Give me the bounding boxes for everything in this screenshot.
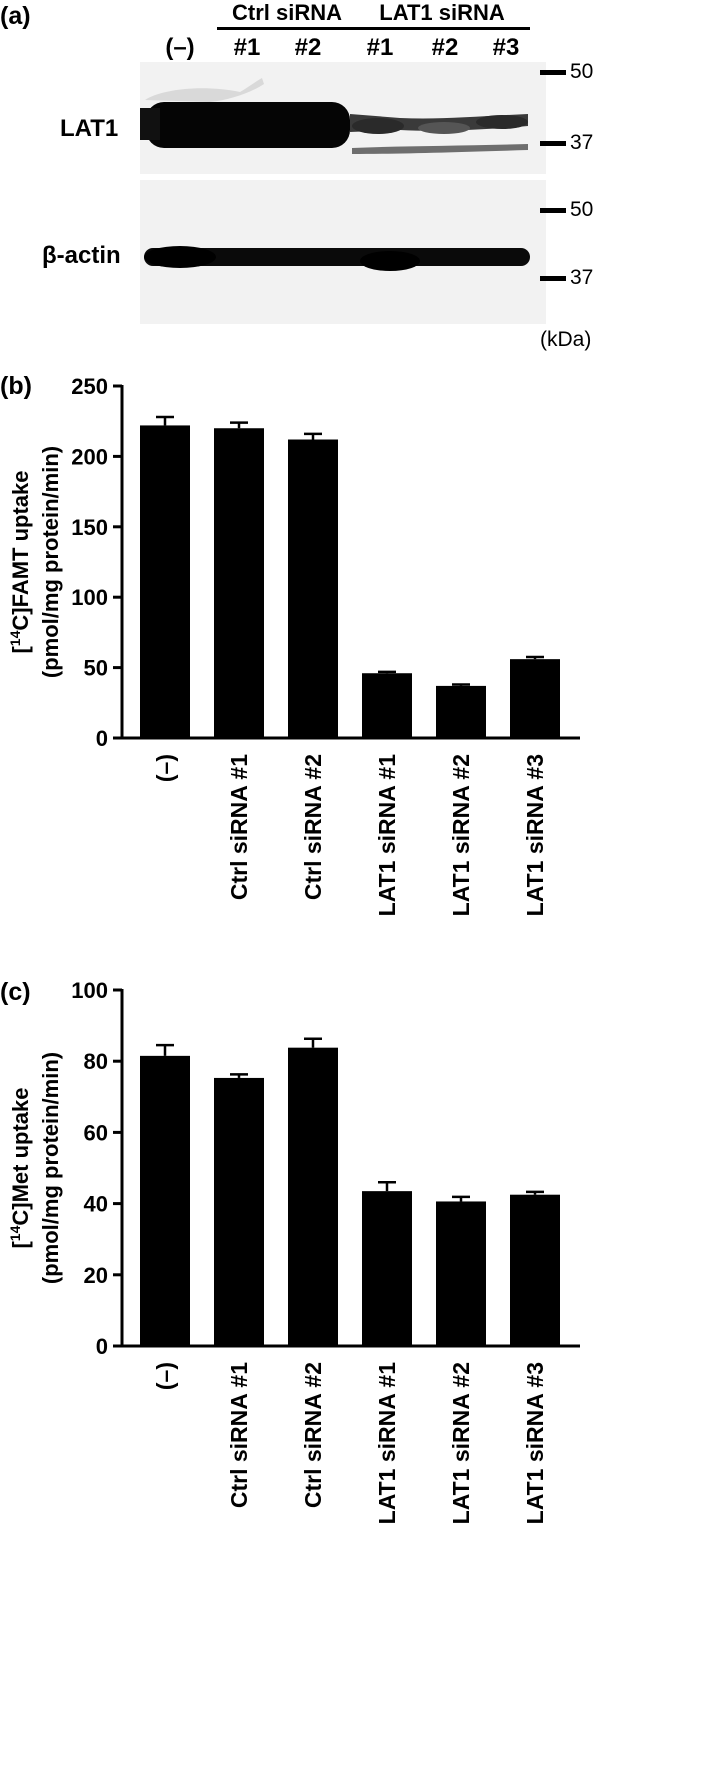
group-underline-ctrl [217, 27, 359, 30]
y-tick-label: 60 [84, 1120, 108, 1145]
category-label: Ctrl siRNA #1 [226, 754, 252, 900]
category-label: Ctrl siRNA #2 [300, 1362, 326, 1508]
blot-label-beta-actin: β-actin [42, 242, 121, 269]
category-label: LAT1 siRNA #3 [522, 754, 548, 916]
category-label: LAT1 siRNA #1 [374, 1362, 400, 1525]
famt-uptake-bar-chart: 0 50 100 150 200 250 [14C]FAMT uptake (pmol/mg … [7, 374, 580, 917]
marker-label-50-top: 50 [570, 60, 594, 83]
y-tick-label: 40 [84, 1192, 108, 1217]
y-tick-label: 100 [71, 585, 108, 610]
category-label: LAT1 siRNA #1 [374, 754, 400, 917]
bar [140, 425, 190, 738]
panel-b-label: (b) [0, 372, 32, 400]
marker-label-50-bottom: 50 [570, 198, 594, 221]
category-label: LAT1 siRNA #2 [448, 1362, 474, 1524]
marker-tick-37-bottom [540, 276, 566, 281]
lane-label-lat1-3: #3 [492, 34, 520, 61]
lane-label-lat1-2: #2 [431, 34, 459, 61]
y-tick-label: 80 [84, 1049, 108, 1074]
y-tick-label: 150 [71, 515, 108, 540]
lane-label-lat1-1: #1 [366, 34, 394, 61]
category-label: Ctrl siRNA #1 [226, 1362, 252, 1508]
lane-label-control: (–) [165, 34, 195, 61]
marker-tick-50-bottom [540, 208, 566, 213]
marker-tick-50-top [540, 70, 566, 75]
y-tick-label: 20 [84, 1263, 108, 1288]
y-axis-title-line2: (pmol/mg protein/min) [38, 446, 63, 678]
group-label-ctrl-sirna: Ctrl siRNA [231, 0, 342, 25]
bar [362, 1191, 412, 1346]
group-underline-lat1 [354, 27, 530, 30]
category-label: (–) [152, 1362, 178, 1390]
western-blot-image [140, 62, 546, 324]
bar [362, 673, 412, 738]
bar [140, 1055, 190, 1346]
marker-label-37-top: 37 [570, 131, 594, 154]
lane-label-ctrl-1: #1 [233, 34, 261, 61]
category-label: Ctrl siRNA #2 [300, 754, 326, 900]
panel-a-label: (a) [0, 2, 31, 30]
y-axis-title-line2: (pmol/mg protein/min) [38, 1052, 63, 1284]
marker-tick-37-top [540, 141, 566, 146]
marker-unit-kda: (kDa) [540, 328, 592, 351]
bar [510, 659, 560, 738]
y-tick-label: 50 [84, 656, 108, 681]
y-tick-label: 200 [71, 444, 108, 469]
bar [288, 1047, 338, 1346]
y-tick-label: 250 [71, 374, 108, 399]
category-label: LAT1 siRNA #2 [448, 754, 474, 916]
met-uptake-bar-chart: 0 20 40 60 80 100 [14C]Met uptake (pmol/mg prot… [7, 978, 580, 1525]
lane-label-ctrl-2: #2 [294, 34, 322, 61]
bar [288, 439, 338, 738]
group-label-lat1-sirna: LAT1 siRNA [379, 0, 505, 25]
y-axis-title-line1: [14C]Met uptake [7, 1087, 33, 1248]
bar [510, 1194, 560, 1346]
panel-c-label: (c) [0, 978, 31, 1006]
bar [214, 1077, 264, 1346]
y-tick-label: 100 [71, 978, 108, 1003]
bar [436, 685, 486, 738]
bar [214, 428, 264, 738]
y-tick-label: 0 [96, 1334, 108, 1359]
y-tick-label: 0 [96, 726, 108, 751]
category-label: LAT1 siRNA #3 [522, 1362, 548, 1524]
bar [436, 1201, 486, 1346]
marker-label-37-bottom: 37 [570, 266, 594, 289]
blot-label-lat1: LAT1 [60, 115, 119, 142]
category-label: (–) [152, 754, 178, 782]
y-axis-title-line1: [14C]FAMT uptake [7, 470, 33, 653]
